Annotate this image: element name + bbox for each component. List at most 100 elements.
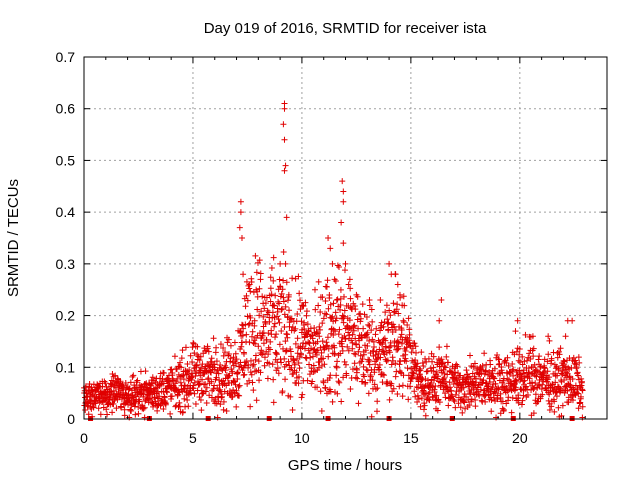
data-point xyxy=(395,310,402,317)
data-point xyxy=(294,310,301,317)
data-point xyxy=(281,355,288,362)
data-point xyxy=(349,366,356,373)
data-point xyxy=(452,369,459,376)
data-point xyxy=(476,392,483,399)
data-point xyxy=(283,330,290,337)
data-point xyxy=(295,380,302,387)
data-point xyxy=(516,351,523,358)
data-point xyxy=(447,384,454,391)
data-point xyxy=(341,333,348,340)
data-point xyxy=(223,407,230,414)
data-point xyxy=(243,331,250,338)
data-point xyxy=(267,274,274,281)
data-point xyxy=(327,245,334,252)
data-point xyxy=(371,381,378,388)
data-point xyxy=(364,329,371,336)
data-point xyxy=(254,306,261,313)
data-point xyxy=(175,404,182,411)
data-point xyxy=(399,393,406,400)
x-tick-label: 10 xyxy=(294,430,310,446)
data-point xyxy=(176,389,183,396)
data-point xyxy=(242,303,249,310)
data-point xyxy=(412,393,419,400)
data-point xyxy=(322,297,329,304)
data-point xyxy=(283,279,290,286)
data-point xyxy=(229,393,236,400)
data-point xyxy=(203,384,210,391)
data-point xyxy=(522,331,529,338)
data-point xyxy=(179,409,186,416)
data-point xyxy=(176,403,183,410)
data-point xyxy=(282,162,289,169)
data-point xyxy=(323,283,330,290)
data-point xyxy=(289,406,296,413)
data-point xyxy=(578,375,585,382)
data-point xyxy=(266,346,273,353)
data-point xyxy=(469,378,476,385)
data-point xyxy=(299,391,306,398)
data-point xyxy=(256,312,263,319)
data-point xyxy=(374,398,381,405)
data-point xyxy=(281,167,288,174)
data-point xyxy=(266,318,273,325)
data-point xyxy=(257,369,264,376)
y-axis-title: SRMTID / TECUs xyxy=(5,179,22,297)
data-point xyxy=(495,386,502,393)
data-point xyxy=(429,393,436,400)
data-point xyxy=(455,400,462,407)
data-point xyxy=(340,240,347,247)
data-point xyxy=(559,371,566,378)
data-point xyxy=(387,312,394,319)
data-point xyxy=(471,360,478,367)
data-point xyxy=(356,337,363,344)
data-point xyxy=(320,315,327,322)
data-point xyxy=(405,337,412,344)
data-point xyxy=(331,276,338,283)
data-point xyxy=(478,397,485,404)
data-point xyxy=(369,318,376,325)
data-point xyxy=(490,374,497,381)
data-point xyxy=(156,393,163,400)
data-point xyxy=(330,331,337,338)
data-point xyxy=(418,395,425,402)
x-axis-title: GPS time / hours xyxy=(288,457,402,474)
data-point xyxy=(297,306,304,313)
data-point xyxy=(341,307,348,314)
data-point xyxy=(292,340,299,347)
data-point xyxy=(334,390,341,397)
data-point xyxy=(459,409,466,416)
data-point xyxy=(442,378,449,385)
data-point xyxy=(530,345,537,352)
data-point xyxy=(294,350,301,357)
data-point xyxy=(261,354,268,361)
data-point xyxy=(220,344,227,351)
data-point xyxy=(281,323,288,330)
data-point xyxy=(438,369,445,376)
data-point xyxy=(402,355,409,362)
data-point xyxy=(273,351,280,358)
data-point xyxy=(546,374,553,381)
data-point xyxy=(277,293,284,300)
data-point xyxy=(334,262,341,269)
data-point xyxy=(298,394,305,401)
data-point xyxy=(279,388,286,395)
data-point xyxy=(376,346,383,353)
data-point xyxy=(215,370,222,377)
data-point xyxy=(244,380,251,387)
data-point xyxy=(275,370,282,377)
data-point xyxy=(443,343,450,350)
data-point xyxy=(449,393,456,400)
data-point xyxy=(351,360,358,367)
data-point xyxy=(255,343,262,350)
data-point xyxy=(276,341,283,348)
data-point xyxy=(197,397,204,404)
data-point xyxy=(109,409,116,416)
data-point xyxy=(287,316,294,323)
data-point xyxy=(347,295,354,302)
data-point xyxy=(442,394,449,401)
data-point xyxy=(542,384,549,391)
data-point xyxy=(557,345,564,352)
data-point xyxy=(514,317,521,324)
data-point xyxy=(389,329,396,336)
data-point xyxy=(312,306,319,313)
